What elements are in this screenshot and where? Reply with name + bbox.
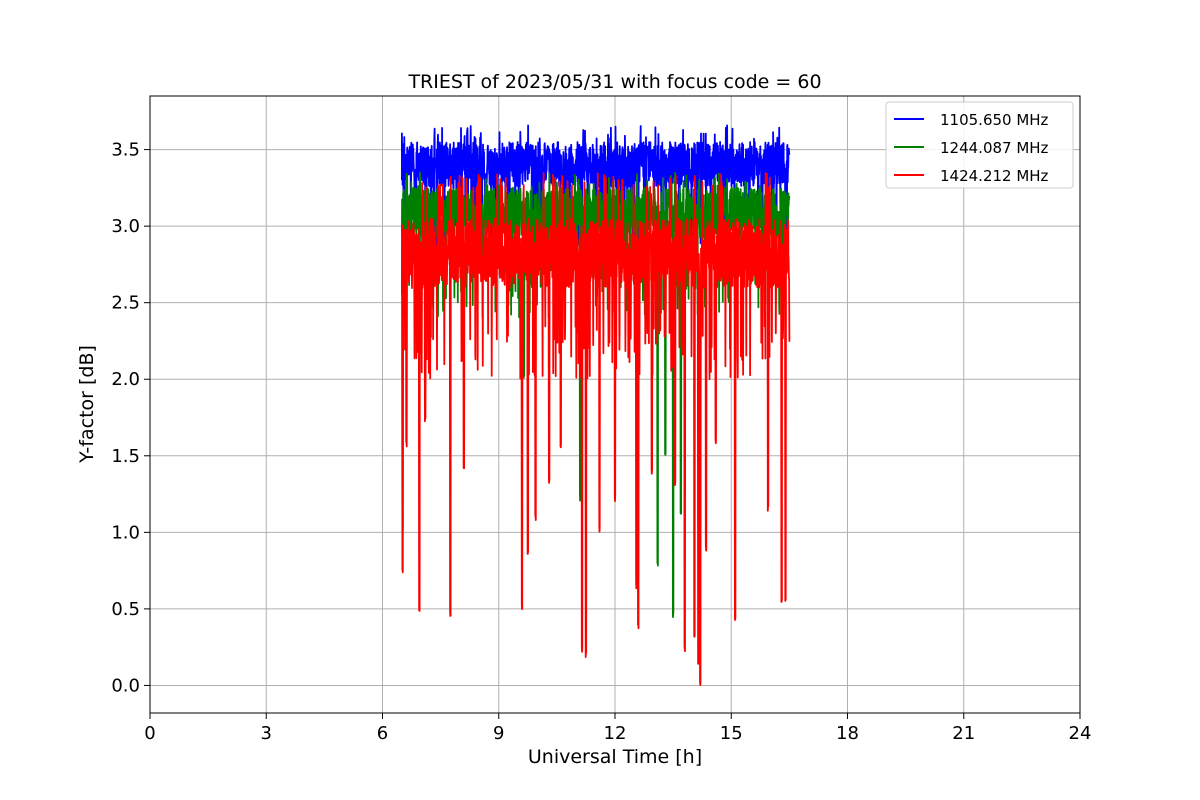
legend-label: 1105.650 MHz [940,111,1049,129]
y-tick-label: 2.5 [111,293,140,314]
y-tick-label: 3.5 [111,140,140,161]
x-tick-label: 18 [836,723,859,744]
y-axis: 0.0 0.5 1.0 1.5 2.0 2.5 3.0 3.5 [111,140,150,696]
series-group [401,124,791,686]
x-tick-label: 3 [261,723,272,744]
y-tick-label: 2.0 [111,369,140,390]
x-tick-label: 9 [493,723,504,744]
legend-box [885,101,1074,189]
x-tick-label: 0 [144,723,155,744]
legend-label: 1424.212 MHz [940,167,1049,185]
x-tick-label: 6 [377,723,388,744]
y-tick-label: 1.0 [111,522,140,543]
series-line-3 [401,172,791,686]
x-tick-label: 12 [604,723,627,744]
x-tick-label: 21 [952,723,975,744]
x-tick-label: 15 [720,723,743,744]
y-tick-label: 3.0 [111,216,140,237]
y-axis-title: Y-factor [dB] [76,345,98,464]
y-tick-label: 1.5 [111,446,140,467]
y-tick-label: 0.5 [111,599,140,620]
chart-title: TRIEST of 2023/05/31 with focus code = 6… [407,71,821,93]
x-tick-label: 24 [1069,723,1092,744]
x-axis: 0 3 6 9 12 15 18 21 24 [144,713,1091,744]
y-tick-label: 0.0 [111,675,140,696]
x-axis-title: Universal Time [h] [528,746,702,768]
legend-label: 1244.087 MHz [940,139,1049,157]
legend: 1105.650 MHz 1244.087 MHz 1424.212 MHz [885,101,1074,189]
